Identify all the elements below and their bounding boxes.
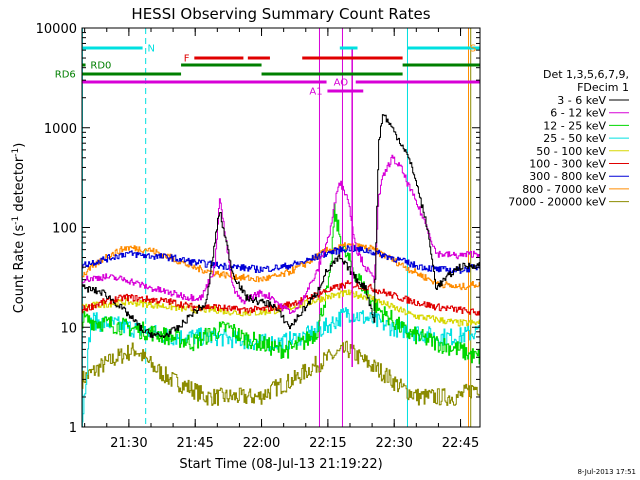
legend-label: 6 - 12 keV xyxy=(550,107,606,120)
timestamp: 8-Jul-2013 17:51 xyxy=(577,468,636,476)
plot-frame xyxy=(81,27,481,428)
x-tick-label: 21:45 xyxy=(176,436,213,451)
x-axis-label: Start Time (08-Jul-13 21:19:22) xyxy=(179,457,382,472)
y-tick-label: 10 xyxy=(60,321,77,336)
legend-header-line2: FDecim 1 xyxy=(577,81,629,94)
legend-label: 12 - 25 keV xyxy=(543,119,606,132)
y-axis-label-main: Count Rate (s xyxy=(12,225,27,314)
legend-label: 25 - 50 keV xyxy=(543,132,606,145)
y-axis-label-sup2: -1 xyxy=(11,148,21,157)
legend-label: 3 - 6 keV xyxy=(557,94,606,107)
y-tick-label: 100 xyxy=(52,222,77,237)
legend-label: 50 - 100 keV xyxy=(536,145,606,158)
flag-label: RD6 xyxy=(55,70,76,81)
axes: 21:30 21:45 22:00 22:15 22:30 22:45 1 10 100 1000… xyxy=(36,22,480,451)
time-markers xyxy=(81,28,472,427)
flag-label: RD0 xyxy=(90,61,111,72)
y-axis-label-sup: -1 xyxy=(11,216,21,225)
series-line xyxy=(82,242,481,291)
flag-label: N xyxy=(147,44,154,55)
y-axis-label: Count Rate (s-1 detector-1) xyxy=(11,143,27,314)
series-line xyxy=(82,307,481,423)
y-axis-label-close: ) xyxy=(12,143,27,148)
flag-label: S xyxy=(470,44,476,55)
series-lines xyxy=(82,114,481,423)
series-line xyxy=(82,340,481,406)
flag-label: A1 xyxy=(309,87,322,98)
flag-label: AO xyxy=(334,78,349,89)
series-line xyxy=(82,114,481,338)
x-tick-label: 22:45 xyxy=(442,436,479,451)
legend-label: 7000 - 20000 keV xyxy=(508,196,606,209)
flag-label: F xyxy=(184,54,190,65)
legend-label: 100 - 300 keV xyxy=(529,158,606,171)
y-axis-label-detector: detector xyxy=(12,156,27,216)
y-tick-label: 10000 xyxy=(36,22,77,37)
x-tick-label: 22:15 xyxy=(309,436,346,451)
x-tick-label: 22:00 xyxy=(243,436,280,451)
legend-header-line1: Det 1,3,5,6,7,9, xyxy=(543,68,629,81)
x-tick-label: 21:30 xyxy=(110,436,147,451)
x-tick-label: 22:30 xyxy=(375,436,412,451)
flag-bars: N S F RD0 RD6 AO A1 xyxy=(55,44,480,98)
y-tick-label: 1 xyxy=(69,421,77,436)
series-line xyxy=(82,203,481,365)
legend-label: 800 - 7000 keV xyxy=(522,183,606,196)
legend-label: 300 - 800 keV xyxy=(529,170,606,183)
y-tick-label: 1000 xyxy=(44,122,77,137)
series-line xyxy=(82,245,481,274)
chart-title: HESSI Observing Summary Count Rates xyxy=(131,5,430,23)
series-line xyxy=(82,154,481,314)
